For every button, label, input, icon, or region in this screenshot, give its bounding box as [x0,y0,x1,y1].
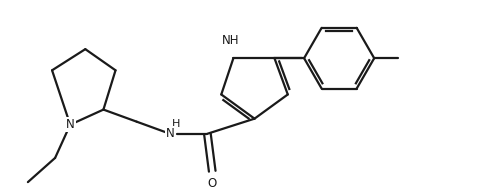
Text: N: N [66,118,74,131]
Text: H: H [172,119,180,129]
Text: O: O [208,177,217,190]
Text: N: N [166,127,174,140]
Text: NH: NH [222,34,239,47]
